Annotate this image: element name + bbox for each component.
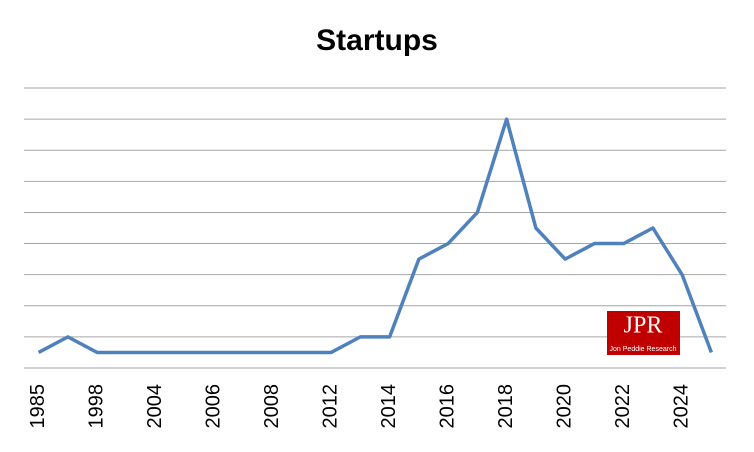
x-tick-label: 2004 [144, 384, 166, 429]
logo-box [607, 311, 680, 355]
x-tick-label: 2008 [261, 384, 283, 429]
x-tick-label: 2014 [378, 384, 400, 429]
x-tick-label: 1985 [27, 384, 49, 429]
x-tick-label: 2024 [670, 384, 692, 429]
logo: JPR Jon Peddie Research [607, 311, 680, 355]
x-tick-label: 2018 [495, 384, 517, 429]
x-tick-label: 1998 [85, 384, 107, 429]
x-tick-label: 2020 [553, 384, 575, 429]
logo-subtext: Jon Peddie Research [610, 346, 677, 353]
chart-title: Startups [316, 24, 438, 57]
x-tick-label: 2022 [612, 384, 634, 429]
x-tick-label: 2012 [319, 384, 341, 429]
data-line [37, 117, 714, 355]
x-tick-label: 2016 [436, 384, 458, 429]
logo-text: JPR [624, 313, 663, 339]
x-tick-label: 2006 [202, 384, 224, 429]
